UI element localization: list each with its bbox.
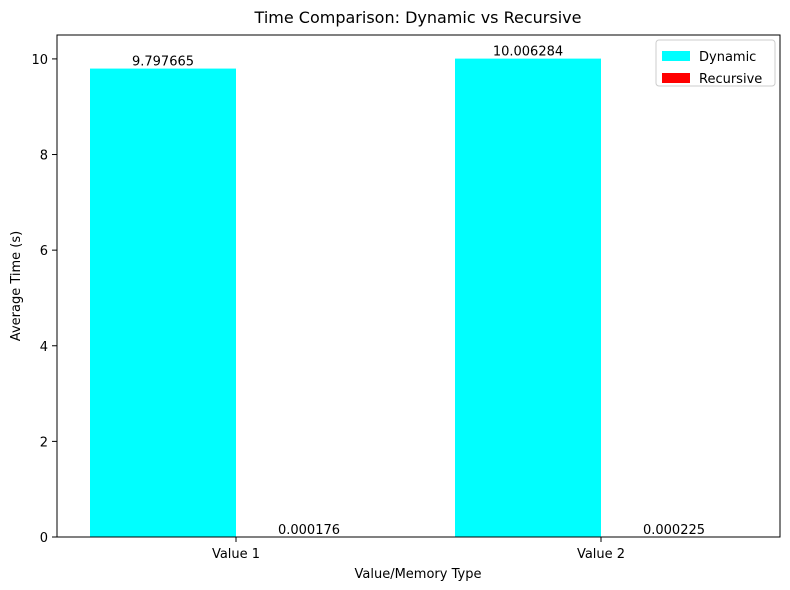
x-tick-label: Value 2 [577, 547, 625, 562]
y-axis-label: Average Time (s) [9, 231, 24, 341]
bar-dynamic-2 [455, 58, 601, 537]
data-label-dynamic-2: 10.006284 [493, 45, 563, 60]
y-tick-label: 10 [31, 53, 48, 68]
legend-swatch-recursive [662, 73, 690, 83]
data-labels: 9.797665 0.000176 10.006284 0.000225 [132, 45, 705, 538]
bar-dynamic-1 [90, 68, 236, 537]
y-tick-label: 4 [40, 340, 48, 355]
y-tick-label: 6 [40, 244, 48, 259]
x-tick-label: Value 1 [212, 547, 260, 562]
y-tick-label: 8 [40, 149, 48, 164]
legend: Dynamic Recursive [655, 39, 776, 87]
bars [90, 58, 747, 537]
data-label-recursive-1: 0.000176 [278, 523, 340, 538]
legend-label-dynamic: Dynamic [699, 50, 756, 65]
data-label-dynamic-1: 9.797665 [132, 55, 194, 70]
data-label-recursive-2: 0.000225 [643, 523, 705, 538]
chart-title: Time Comparison: Dynamic vs Recursive [254, 8, 582, 27]
x-axis-label: Value/Memory Type [355, 567, 482, 582]
axes: Value 1 Value 2 0 2 4 6 8 10 [31, 34, 781, 562]
legend-swatch-dynamic [662, 51, 690, 61]
y-tick-label: 2 [40, 435, 48, 450]
legend-label-recursive: Recursive [699, 72, 762, 87]
plot-frame [56, 34, 781, 538]
y-tick-label: 0 [40, 531, 48, 546]
